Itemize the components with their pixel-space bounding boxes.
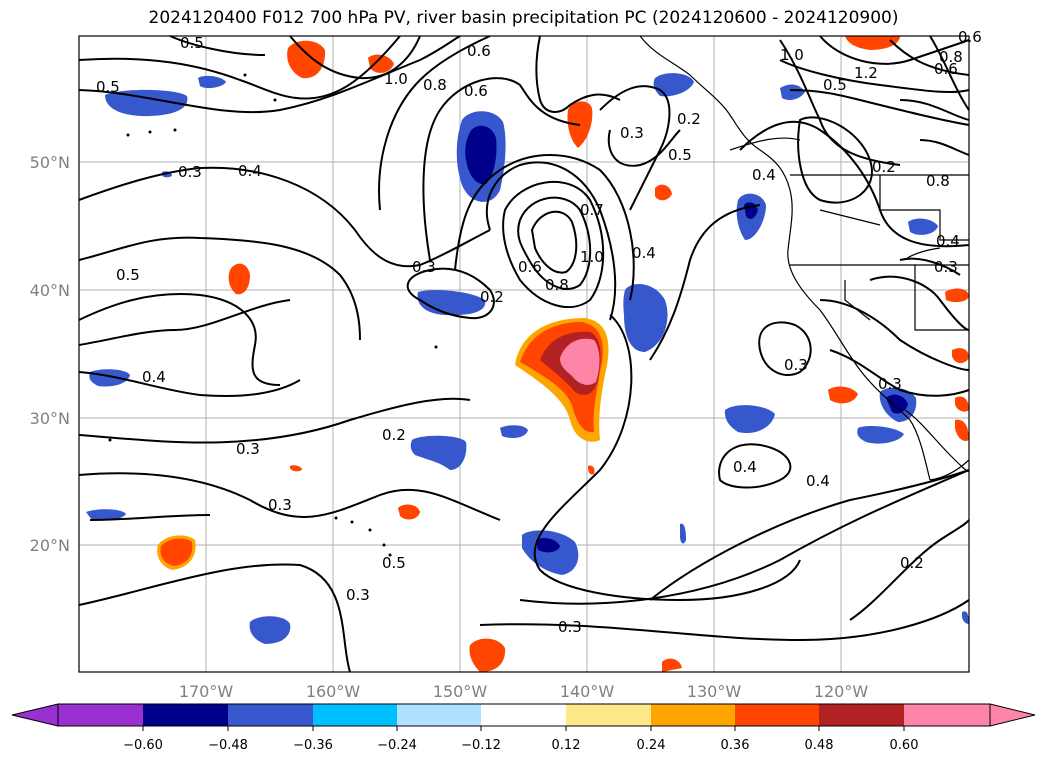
contour-label: 0.4	[936, 232, 960, 250]
colorbar-tick-label: 0.12	[552, 738, 581, 753]
lat-tick-label: 40°N	[30, 281, 70, 300]
island-dots	[108, 73, 438, 557]
lon-tick-label: 140°W	[560, 682, 615, 701]
contour-label: 0.2	[872, 158, 896, 176]
colorbar-tick-label: −0.36	[293, 738, 333, 753]
contour-label: 0.3	[412, 258, 436, 276]
contour-label: 0.2	[900, 554, 924, 572]
contour-label: 0.3	[620, 124, 644, 142]
lon-tick-label: 130°W	[687, 682, 742, 701]
colorbar-bin	[143, 704, 228, 726]
colorbar-bin	[819, 704, 904, 726]
contour-label: 0.7	[580, 201, 604, 219]
colorbar-bin	[397, 704, 481, 726]
contour-label: 0.6	[518, 258, 542, 276]
colorbar-bin	[228, 704, 313, 726]
contour-label: 0.5	[668, 146, 692, 164]
contour-label: 1.0	[780, 46, 804, 64]
colorbar-tick-label: −0.60	[123, 738, 163, 753]
lon-tick-label: 150°W	[433, 682, 488, 701]
colorbar-bin	[566, 704, 651, 726]
colorbar-tick-label: −0.48	[208, 738, 248, 753]
contour-label: 0.5	[382, 554, 406, 572]
contour-label: 0.6	[958, 28, 982, 46]
contour-label: 0.4	[238, 162, 262, 180]
coastlines	[639, 35, 970, 481]
contour-label: 0.8	[926, 172, 950, 190]
lat-tick-label: 20°N	[30, 536, 70, 555]
colorbar-bin	[313, 704, 397, 726]
contour-label: 0.3	[236, 440, 260, 458]
positive-precip-shading	[157, 36, 969, 672]
contour-label: 0.4	[733, 458, 757, 476]
lat-tick-label: 30°N	[30, 409, 70, 428]
contour-label: 0.4	[632, 244, 656, 262]
colorbar-tick-label: 0.36	[721, 738, 750, 753]
colorbar-ticks	[142, 726, 905, 731]
lat-tick-label: 50°N	[30, 153, 70, 172]
colorbar-bin	[735, 704, 819, 726]
contour-label: 0.8	[423, 76, 447, 94]
colorbar: −0.60 −0.48 −0.36 −0.24 −0.12 0.12 0.24 …	[11, 703, 1036, 753]
colorbar-bin	[651, 704, 735, 726]
contour-label: 0.3	[934, 258, 958, 276]
contour-label: 0.3	[346, 586, 370, 604]
contour-label: 0.2	[677, 110, 701, 128]
contour-label: 0.6	[464, 82, 488, 100]
contour-label: 0.3	[268, 496, 292, 514]
contour-label: 0.6	[467, 42, 491, 60]
map-frame	[78, 35, 970, 673]
contour-label: 1.2	[854, 64, 878, 82]
contour-label: 0.3	[558, 618, 582, 636]
colorbar-extend-high	[989, 703, 1036, 727]
colorbar-bin	[481, 704, 566, 726]
contour-label: 0.3	[784, 356, 808, 374]
lat-axis: 50°N 40°N 30°N 20°N	[30, 153, 70, 555]
contour-label: 0.8	[939, 48, 963, 66]
contour-label: 0.5	[116, 266, 140, 284]
contour-label-layer: 0.5 0.5 1.0 0.8 0.6 0.6 0.3 0.5 1.0 1.2 …	[96, 28, 982, 636]
colorbar-tick-label: 0.48	[805, 738, 834, 753]
contour-label: 0.6	[934, 60, 958, 78]
colorbar-tick-label: 0.60	[890, 738, 919, 753]
contour-label: 0.3	[878, 375, 902, 393]
lon-tick-label: 160°W	[306, 682, 361, 701]
contour-label: 0.8	[545, 276, 569, 294]
contour-label: 1.0	[384, 70, 408, 88]
lon-tick-label: 170°W	[179, 682, 234, 701]
contour-label: 0.5	[96, 78, 120, 96]
map-panel: 0.5 0.5 1.0 0.8 0.6 0.6 0.3 0.5 1.0 1.2 …	[78, 28, 982, 673]
pv-contours	[78, 35, 970, 673]
colorbar-tick-label: −0.12	[461, 738, 501, 753]
contour-label: 1.0	[580, 248, 604, 266]
lon-tick-label: 120°W	[814, 682, 869, 701]
colorbar-extend-low	[11, 703, 59, 727]
colorbar-outline	[57, 703, 991, 727]
contour-label: 0.3	[178, 163, 202, 181]
colorbar-tick-label: −0.24	[377, 738, 417, 753]
colorbar-bin	[58, 704, 143, 726]
contour-label: 0.4	[142, 368, 166, 386]
contour-label: 0.5	[823, 76, 847, 94]
contour-label: 0.2	[480, 288, 504, 306]
contour-label: 0.5	[180, 34, 204, 52]
colorbar-bin	[904, 704, 990, 726]
contour-label: 0.4	[752, 166, 776, 184]
colorbar-tick-label: 0.24	[637, 738, 666, 753]
lon-axis: 170°W 160°W 150°W 140°W 130°W 120°W	[179, 682, 869, 701]
contour-label: 0.2	[382, 426, 406, 444]
map-title: 2024120400 F012 700 hPa PV, river basin …	[148, 8, 899, 28]
contour-label: 0.4	[806, 472, 830, 490]
